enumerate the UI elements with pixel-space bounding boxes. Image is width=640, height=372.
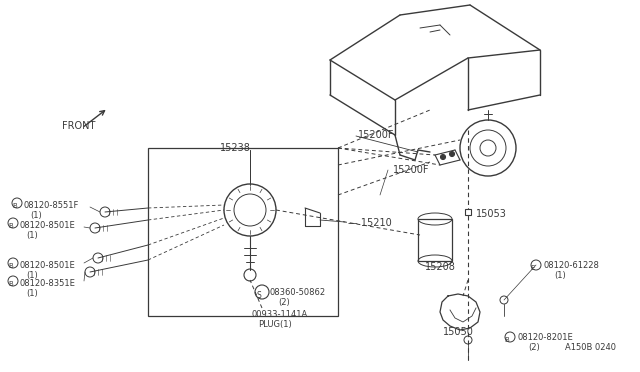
Text: 15053: 15053 (476, 209, 507, 219)
Text: 08120-8501E: 08120-8501E (20, 221, 76, 230)
Text: (1): (1) (26, 289, 38, 298)
Text: 08360-50862: 08360-50862 (270, 288, 326, 297)
Bar (148, 148, 338, 316)
Text: (1): (1) (26, 231, 38, 240)
Text: (1): (1) (30, 211, 42, 220)
Text: S: S (257, 292, 261, 301)
Bar (418, 219, 452, 261)
Text: 15050: 15050 (443, 327, 474, 337)
Text: FRONT: FRONT (62, 121, 95, 131)
Text: 15238: 15238 (220, 143, 251, 153)
Text: 15208: 15208 (425, 262, 456, 272)
Text: (1): (1) (26, 271, 38, 280)
Text: (2): (2) (278, 298, 290, 307)
Text: (1): (1) (554, 271, 566, 280)
Text: 15200F: 15200F (358, 130, 394, 140)
Text: 08120-8201E: 08120-8201E (518, 333, 573, 342)
Text: 15200F: 15200F (393, 165, 429, 175)
Text: 00933-1141A: 00933-1141A (252, 310, 308, 319)
Circle shape (440, 154, 445, 160)
Text: — 15210: — 15210 (348, 218, 392, 228)
Text: B: B (8, 223, 13, 229)
Text: PLUG(1): PLUG(1) (258, 320, 292, 329)
Text: (2): (2) (528, 343, 540, 352)
Text: B: B (504, 337, 509, 343)
Text: 08120-61228: 08120-61228 (544, 261, 600, 270)
Text: A150B 0240: A150B 0240 (565, 343, 616, 352)
Text: B: B (8, 263, 13, 269)
Text: E: E (531, 265, 535, 271)
Circle shape (449, 151, 454, 157)
Text: 08120-8351E: 08120-8351E (20, 279, 76, 288)
Text: 08120-8551F: 08120-8551F (24, 201, 79, 210)
Text: B: B (8, 281, 13, 287)
Text: B: B (13, 203, 17, 209)
Text: 08120-8501E: 08120-8501E (20, 261, 76, 270)
